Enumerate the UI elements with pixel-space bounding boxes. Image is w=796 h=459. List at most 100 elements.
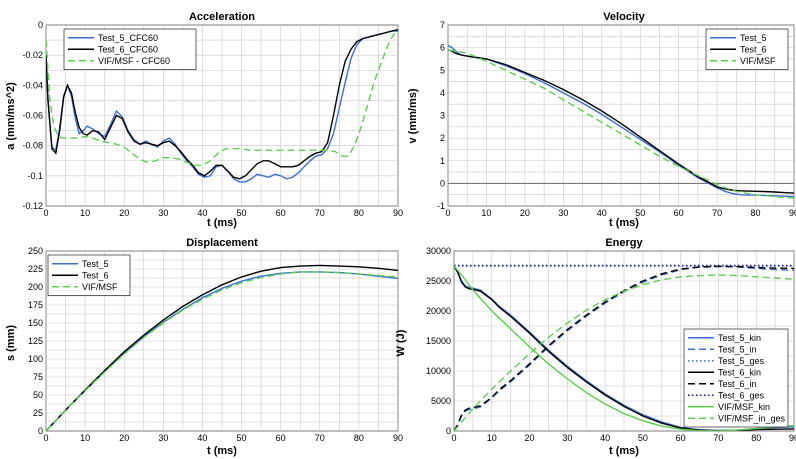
energy-legend-label: Test_5_ges: [718, 356, 765, 366]
energy-series-line: [454, 265, 794, 431]
energy-xtick-label: 40: [600, 433, 610, 443]
energy-legend-label: Test_6_in: [718, 379, 757, 389]
acceleration-series-line: [46, 30, 398, 183]
velocity-ytick-label: 2: [440, 133, 445, 143]
velocity-title: Velocity: [603, 11, 645, 23]
acceleration-ytick-label: -0.1: [27, 171, 43, 181]
energy-title: Energy: [605, 237, 643, 249]
velocity-ytick-label: 1: [440, 156, 445, 166]
velocity-xtick-label: 80: [751, 208, 761, 218]
acceleration-title: Acceleration: [189, 11, 255, 23]
energy-legend-label: Test_6_ges: [718, 390, 765, 400]
displacement-series-line: [46, 264, 398, 431]
energy-ytick-label: 0: [446, 426, 451, 436]
acceleration-xtick-label: 60: [276, 208, 286, 218]
displacement-xtick-label: 50: [237, 433, 247, 443]
displacement-ytick-label: 125: [28, 336, 43, 346]
energy-xlabel: t (ms): [609, 445, 639, 457]
acceleration-series-line: [46, 30, 398, 167]
velocity-legend-label: Test_5: [740, 33, 767, 43]
displacement-xtick-label: 20: [119, 433, 129, 443]
velocity-xtick-label: 10: [481, 208, 491, 218]
velocity-ytick-label: 6: [440, 43, 445, 53]
displacement-title: Displacement: [186, 237, 258, 249]
displacement-xtick-label: 60: [276, 433, 286, 443]
velocity-xtick-label: 70: [712, 208, 722, 218]
displacement-xtick-label: 30: [158, 433, 168, 443]
velocity-ytick-label: -1: [437, 201, 445, 211]
energy-ytick-label: 10000: [426, 366, 451, 376]
energy-legend-label: Test_5_kin: [718, 333, 761, 343]
velocity-grid: [447, 24, 795, 207]
energy-legend-label: VIF/MSF_kin: [718, 402, 770, 412]
velocity-series-line: [448, 49, 794, 199]
energy-series-line: [454, 274, 794, 431]
displacement-ytick-label: 25: [33, 408, 43, 418]
displacement-ylabel: s (mm): [5, 325, 17, 361]
energy-panel: Energy W (J) t (ms) 0 10 20 30 40 50 60 70 80 90 0…: [395, 237, 796, 457]
displacement-panel: Displacement s (mm) t (ms) 0 10 20 30 40 50 60…: [5, 237, 403, 457]
acceleration-ytick-label: -0.08: [22, 141, 43, 151]
velocity-series-line: [448, 49, 794, 194]
acceleration-xtick-label: 20: [119, 208, 129, 218]
velocity-xtick-label: 0: [445, 208, 450, 218]
energy-xtick-label: 90: [789, 433, 796, 443]
acceleration-xtick-label: 90: [393, 208, 403, 218]
displacement-xtick-label: 10: [80, 433, 90, 443]
acceleration-xtick-label: 40: [197, 208, 207, 218]
displacement-xtick-label: 40: [197, 433, 207, 443]
displacement-ytick-label: 250: [28, 246, 43, 256]
energy-xtick-label: 0: [451, 433, 456, 443]
acceleration-xtick-label: 0: [43, 208, 48, 218]
displacement-xtick-label: 80: [354, 433, 364, 443]
displacement-ytick-label: 75: [33, 372, 43, 382]
velocity-xtick-label: 90: [789, 208, 796, 218]
velocity-ytick-label: 5: [440, 65, 445, 75]
displacement-legend-label: VIF/MSF: [82, 282, 118, 292]
velocity-xtick-label: 50: [635, 208, 645, 218]
energy-xtick-label: 20: [525, 433, 535, 443]
acceleration-panel: Acceleration a (mm/ms^2) t (ms) 0 10 20 30 4…: [5, 11, 403, 229]
energy-legend-label: Test_6_kin: [718, 367, 761, 377]
displacement-xtick-label: 90: [393, 433, 403, 443]
acceleration-ytick-label: 0: [38, 20, 43, 30]
displacement-ytick-label: 0: [38, 426, 43, 436]
velocity-ytick-label: 0: [440, 178, 445, 188]
acceleration-ytick-label: -0.12: [22, 201, 43, 211]
acceleration-xtick-label: 10: [80, 208, 90, 218]
displacement-series-line: [46, 271, 398, 431]
energy-xtick-label: 30: [562, 433, 572, 443]
energy-ytick-label: 5000: [431, 396, 451, 406]
displacement-xtick-label: 0: [43, 433, 48, 443]
energy-xtick-label: 10: [487, 433, 497, 443]
displacement-legend-label: Test_5: [82, 259, 109, 269]
acceleration-grid: [45, 24, 399, 207]
velocity-panel: Velocity v (mm/ms) t (ms) 0 10 20 30 40 50 60 7…: [407, 11, 796, 229]
energy-ytick-label: 30000: [426, 246, 451, 256]
velocity-ytick-label: 3: [440, 111, 445, 121]
energy-ytick-label: 15000: [426, 336, 451, 346]
displacement-xtick-label: 70: [315, 433, 325, 443]
velocity-legend-label: Test_6: [740, 44, 767, 54]
velocity-xlabel: t (ms): [609, 217, 639, 229]
acceleration-xtick-label: 80: [354, 208, 364, 218]
acceleration-legend-label: Test_5_CFC60: [98, 33, 158, 43]
energy-legend-box: [683, 328, 789, 428]
displacement-ytick-label: 200: [28, 282, 43, 292]
velocity-xtick-label: 60: [674, 208, 684, 218]
energy-xtick-label: 70: [713, 433, 723, 443]
acceleration-xtick-label: 70: [315, 208, 325, 218]
displacement-ytick-label: 150: [28, 318, 43, 328]
acceleration-ytick-label: -0.04: [22, 80, 43, 90]
velocity-ytick-label: 7: [440, 20, 445, 30]
energy-ylabel: W (J): [395, 329, 407, 356]
acceleration-legend-label: VIF/MSF - CFC60: [98, 56, 170, 66]
acceleration-ytick-label: -0.02: [22, 50, 43, 60]
acceleration-xlabel: t (ms): [207, 217, 237, 229]
displacement-ytick-label: 50: [33, 390, 43, 400]
